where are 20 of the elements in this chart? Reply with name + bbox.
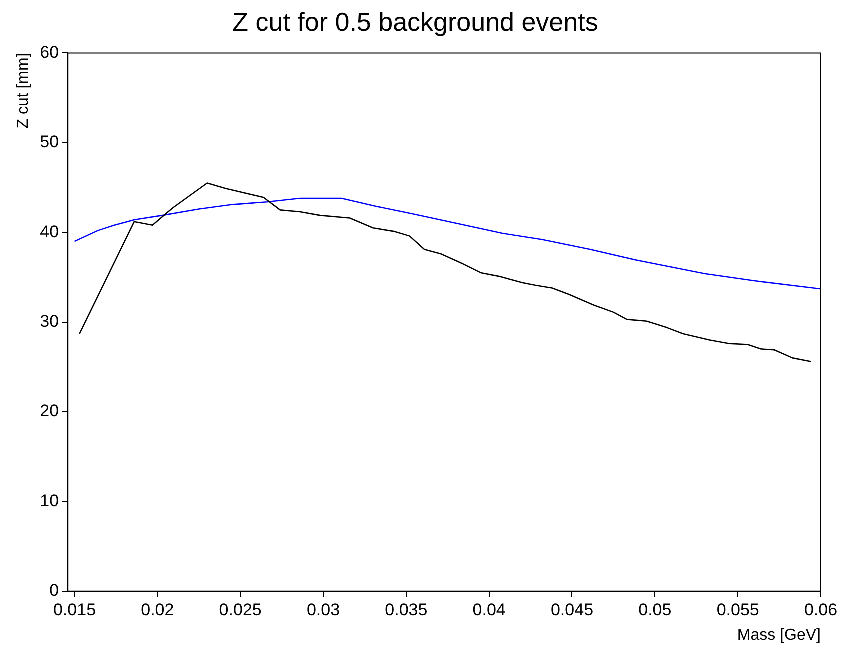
x-tick-label: 0.015: [53, 600, 96, 620]
x-tick-label: 0.05: [638, 600, 672, 620]
x-axis-title: Mass [GeV]: [737, 626, 821, 644]
x-tick-label: 0.035: [385, 600, 428, 620]
y-tick-label: 20: [40, 402, 60, 421]
x-tick-label: 0.02: [141, 600, 174, 620]
x-tick-label: 0.06: [804, 600, 838, 620]
x-tick-label: 0.04: [472, 600, 506, 620]
x-tick-label: 0.025: [219, 600, 262, 620]
x-tick-label: 0.03: [306, 600, 340, 620]
y-tick-label: 60: [40, 42, 60, 62]
y-axis-title: Z cut [mm]: [15, 53, 32, 129]
x-tick-label: 0.045: [550, 600, 594, 620]
y-tick-label: 0: [50, 581, 60, 600]
y-tick-label: 40: [40, 222, 60, 242]
y-tick-label: 50: [40, 132, 60, 152]
x-tick-label: 0.055: [716, 600, 760, 620]
y-tick-label: 10: [40, 491, 60, 510]
y-tick-label: 30: [40, 312, 60, 331]
chart-title: Z cut for 0.5 background events: [232, 6, 598, 37]
